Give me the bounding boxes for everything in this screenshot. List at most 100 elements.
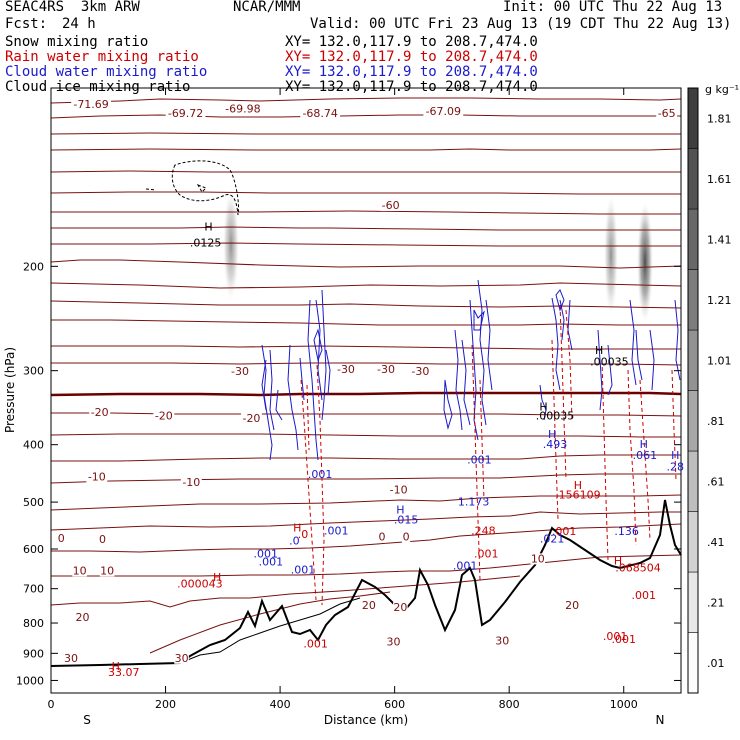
colorbar-swatch: [687, 269, 699, 331]
cloud-water-label: .28: [667, 460, 685, 473]
cloud-water-label: .001: [254, 547, 279, 560]
cloud-water-label: .001: [259, 556, 284, 569]
temperature-label: -10: [182, 476, 200, 489]
temperature-label: -20: [91, 406, 109, 419]
cloud-water-label: .001: [467, 453, 492, 466]
colorbar-label: .41: [707, 536, 725, 549]
rain-label: .001: [303, 638, 328, 651]
temperature-label-bg: [409, 365, 431, 377]
rain-label: .248: [471, 524, 496, 537]
temperature-label-bg: [165, 108, 206, 120]
temperature-label-bg: [375, 364, 397, 376]
y-tick-label: 200: [23, 260, 44, 273]
temperature-label: 10: [531, 552, 545, 565]
x-tick-label: 400: [270, 698, 291, 711]
surface-label: 33.07: [108, 666, 140, 679]
colorbar-swatch: [687, 511, 699, 573]
field-xy-cloud-water: XY= 132.0,117.9 to 208.7,474.0: [285, 64, 538, 80]
cloud-water-contours: [261, 279, 681, 461]
temperature-label-bg: [361, 600, 377, 612]
rain-label: .001: [603, 630, 628, 643]
temperature-label-bg: [393, 602, 408, 614]
rain-label: H: [213, 571, 221, 584]
colorbar-label: .21: [707, 596, 725, 609]
y-tick-label: 400: [23, 439, 44, 452]
temperature-label-bg: [153, 410, 175, 422]
x-tick-label: 800: [499, 698, 520, 711]
temperature-label: 0: [58, 532, 65, 545]
field-xy-cloud-ice: XY= 132.0,117.9 to 208.7,474.0: [285, 79, 538, 95]
cloud-water-label: H: [640, 438, 648, 451]
snow-shading: [223, 190, 653, 322]
experiment-title: SEAC4RS 3km ARW: [5, 0, 140, 15]
temperature-label-bg: [229, 365, 251, 377]
rain-label: .068504: [615, 562, 661, 575]
cloud-ice-label: H: [539, 400, 547, 413]
cloud-ice-label: .00035: [536, 410, 575, 423]
temperature-label-bg: [423, 105, 464, 117]
temperature-label: -60: [382, 199, 400, 212]
x-axis-title: Distance (km): [324, 713, 408, 727]
colorbar-label: 1.21: [707, 294, 732, 307]
field-xy-rain: XY= 132.0,117.9 to 208.7,474.0: [285, 49, 538, 65]
temperature-label: -10: [88, 471, 106, 484]
temperature-label-bg: [386, 636, 401, 648]
temperature-label: -69.98: [225, 103, 260, 116]
temperature-label: 20: [76, 611, 90, 624]
temperature-label: -20: [242, 412, 260, 425]
temperature-label-bg: [388, 484, 410, 496]
temperature-label: 30: [64, 652, 78, 665]
contour-labels: -71.69 -69.72 -69.98 -68.74 -67.09 -65 -60 -30 -…: [57, 98, 684, 679]
cloud-water-label: H: [396, 504, 404, 517]
temperature-label-bg: [75, 611, 90, 623]
temperature-label: 20: [393, 601, 407, 614]
temperature-label: -71.69: [73, 98, 108, 111]
temperature-label: 20: [565, 599, 579, 612]
rain-label: .000043: [177, 578, 223, 591]
x-tick-label: 600: [384, 698, 405, 711]
y-axis-title: Pressure (hPa): [3, 347, 17, 433]
y-tick-label: 900: [23, 647, 44, 660]
temperature-label: 0: [99, 533, 106, 546]
cloud-water-label: .001: [291, 564, 316, 577]
colorbar-label: .01: [707, 657, 725, 670]
field-name-cloud-ice: Cloud ice mixing ratio: [5, 79, 191, 95]
colorbar-swatch: [687, 208, 699, 270]
rain-label: .001: [611, 633, 636, 646]
colorbar-swatch: [687, 450, 699, 512]
cloud-water-label: .493: [543, 438, 568, 451]
forecast-value: 24 h: [62, 16, 96, 32]
y-tick-label: 800: [23, 617, 44, 630]
temperature-label-bg: [380, 199, 402, 211]
field-name-snow: Snow mixing ratio: [5, 34, 149, 50]
temperature-label: 30: [495, 635, 509, 648]
cloud-ice-label: H: [204, 221, 212, 234]
temperature-label: 0: [379, 531, 386, 544]
init-time: Init: 00 UTC Thu 22 Aug 13: [503, 0, 723, 15]
cloud-water-label: 1.173: [458, 496, 490, 509]
temperature-label-bg: [222, 103, 263, 115]
cloud-water-label: H: [548, 428, 556, 441]
field-name-cloud-water: Cloud water mixing ratio: [5, 64, 208, 80]
rain-label: .001: [552, 525, 577, 538]
temperature-label-bg: [99, 565, 115, 577]
cloud-water-label: .001: [324, 524, 349, 537]
field-name-rain: Rain water mixing ratio: [5, 49, 199, 65]
cloud-ice-contours: [145, 160, 239, 216]
temperature-label: -69.72: [168, 107, 203, 120]
temperature-label: -65: [658, 107, 676, 120]
rain-label: H: [293, 521, 301, 534]
temperature-label-bg: [495, 635, 510, 647]
terrain-surface: [50, 499, 682, 667]
cloud-ice-label: .00035: [590, 355, 629, 368]
cloud-water-label: .001: [308, 468, 333, 481]
north-label: N: [656, 713, 665, 727]
temperature-label-bg: [71, 98, 111, 110]
cloud-water-label: H: [671, 449, 679, 462]
temperature-label-bg: [530, 553, 546, 565]
rain-label: .001: [632, 589, 657, 602]
y-tick-label: 500: [23, 496, 44, 509]
colorbar-label: 1.61: [707, 173, 732, 186]
